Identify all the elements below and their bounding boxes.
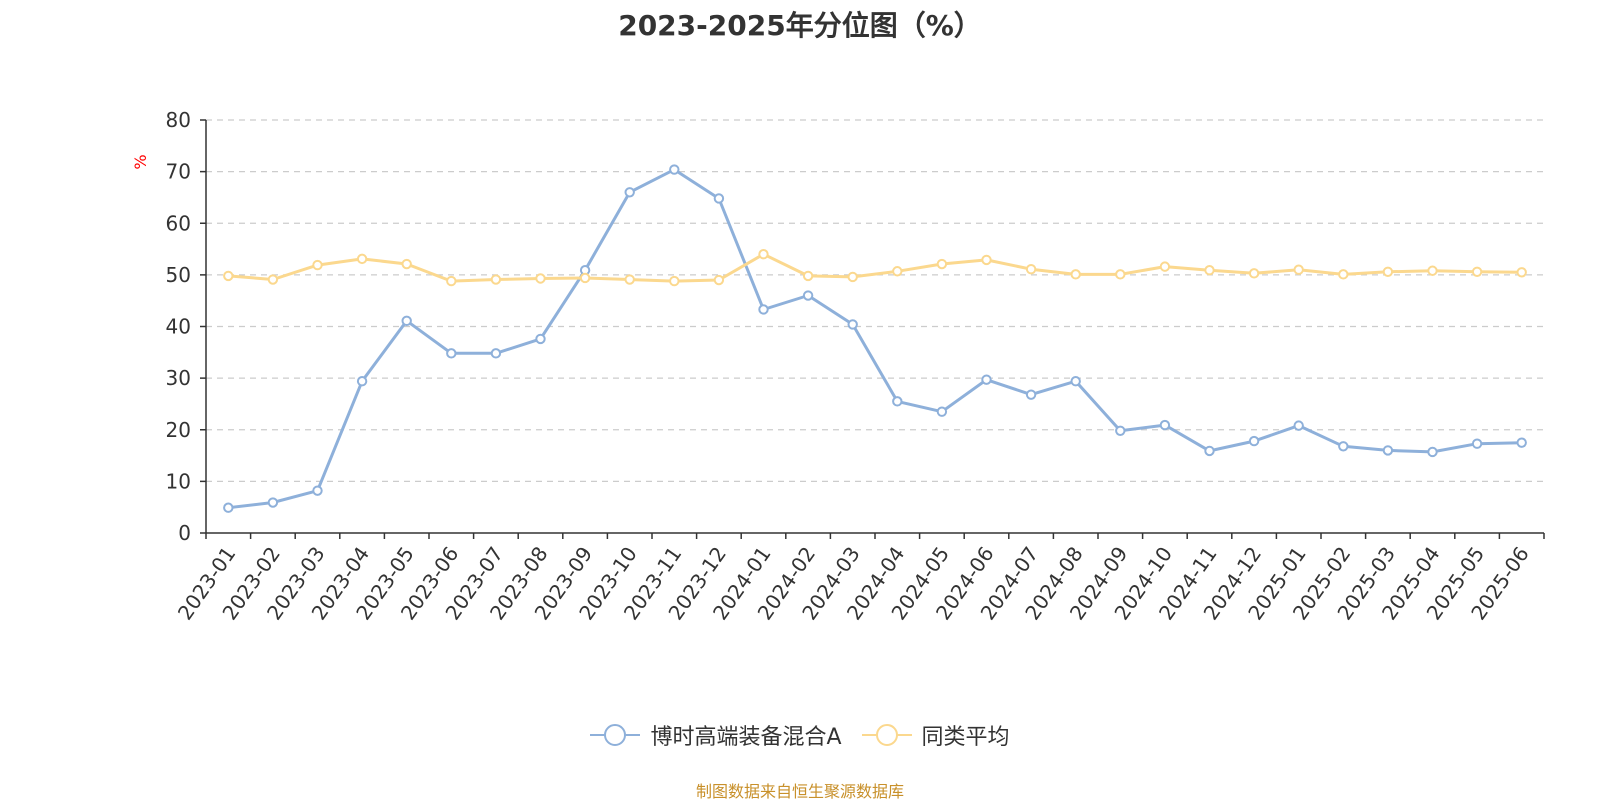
- data-point: [1382, 445, 1394, 456]
- legend-marker-icon: [590, 724, 641, 746]
- y-tick-label: 10: [166, 469, 191, 493]
- grid-lines: [206, 119, 1544, 482]
- data-point: [490, 348, 502, 359]
- series-line: [228, 252, 1522, 283]
- data-point: [802, 290, 814, 301]
- data-point: [267, 274, 279, 285]
- y-tick-label: 60: [166, 211, 191, 235]
- data-point: [981, 374, 992, 385]
- series-2: [223, 249, 1527, 287]
- data-point: [312, 485, 323, 496]
- data-point: [356, 376, 368, 387]
- data-point: [981, 254, 992, 266]
- data-point: [446, 275, 457, 287]
- legend-label: 博时高端装备混合A: [650, 725, 842, 750]
- data-point: [223, 502, 234, 513]
- data-point: [401, 315, 412, 327]
- y-tick-label: 20: [166, 418, 191, 442]
- data-point: [1204, 265, 1215, 276]
- legend-item[interactable]: 同类平均: [861, 719, 1010, 751]
- data-point: [1382, 266, 1394, 277]
- series-lines: [223, 164, 1527, 513]
- series-1: [223, 164, 1527, 513]
- data-point: [936, 258, 948, 270]
- data-point: [401, 258, 412, 270]
- data-point: [624, 274, 635, 285]
- data-point: [1115, 425, 1126, 436]
- legend-marker-icon: [861, 724, 912, 746]
- data-point: [1070, 376, 1081, 387]
- data-point: [312, 259, 323, 271]
- legend: 博时高端装备混合A 同类平均: [0, 719, 1600, 751]
- data-point: [713, 193, 725, 204]
- data-point: [892, 396, 903, 407]
- data-point: [446, 348, 457, 359]
- data-point: [1427, 265, 1438, 276]
- data-point: [356, 253, 368, 265]
- data-point: [1471, 266, 1483, 277]
- data-point: [1070, 269, 1081, 280]
- data-point: [1159, 261, 1171, 272]
- data-point: [669, 164, 680, 175]
- y-tick-label: 30: [166, 366, 191, 390]
- data-point: [1248, 268, 1260, 279]
- data-point: [1204, 445, 1215, 457]
- data-point: [579, 272, 591, 284]
- chart-title: 2023-2025年分位图（%）: [618, 9, 982, 42]
- data-point: [1025, 263, 1037, 275]
- data-point: [713, 274, 725, 286]
- data-point: [669, 275, 680, 287]
- y-tick-label: 80: [166, 108, 191, 132]
- legend-item[interactable]: 博时高端装备混合A: [590, 719, 842, 751]
- data-point: [535, 273, 546, 284]
- data-point: [1293, 264, 1304, 275]
- legend-circle: [875, 724, 898, 746]
- data-point: [936, 406, 948, 417]
- y-axis-label: %: [131, 154, 150, 169]
- data-point: [802, 270, 814, 282]
- data-point: [1427, 446, 1438, 458]
- data-point: [1471, 438, 1483, 449]
- y-tick-label: 50: [166, 263, 191, 287]
- data-point: [758, 249, 769, 260]
- data-point: [1338, 269, 1349, 280]
- data-point: [892, 266, 903, 277]
- legend-circle: [604, 724, 627, 746]
- data-point: [535, 333, 546, 345]
- y-tick-label: 0: [178, 521, 191, 545]
- data-point: [847, 319, 858, 330]
- data-point: [1115, 269, 1126, 280]
- data-point: [847, 271, 858, 283]
- data-point: [267, 497, 279, 508]
- data-point: [1159, 419, 1171, 431]
- series-line: [228, 168, 1522, 510]
- legend-label: 同类平均: [921, 725, 1010, 750]
- data-point: [1516, 437, 1527, 448]
- data-point: [624, 187, 635, 198]
- data-point: [1338, 441, 1349, 452]
- y-tick-label: 70: [166, 160, 191, 184]
- y-tick-label: 40: [166, 315, 191, 339]
- data-point: [490, 274, 502, 285]
- data-point: [758, 304, 769, 315]
- data-point: [1516, 267, 1527, 278]
- data-point: [223, 270, 234, 282]
- source-note: 制图数据来自恒生聚源数据库: [695, 782, 904, 801]
- data-point: [1025, 389, 1037, 400]
- data-point: [1248, 435, 1260, 447]
- line-chart: 010203040506070802023-012023-022023-0320…: [131, 108, 1545, 624]
- data-point: [1293, 420, 1304, 431]
